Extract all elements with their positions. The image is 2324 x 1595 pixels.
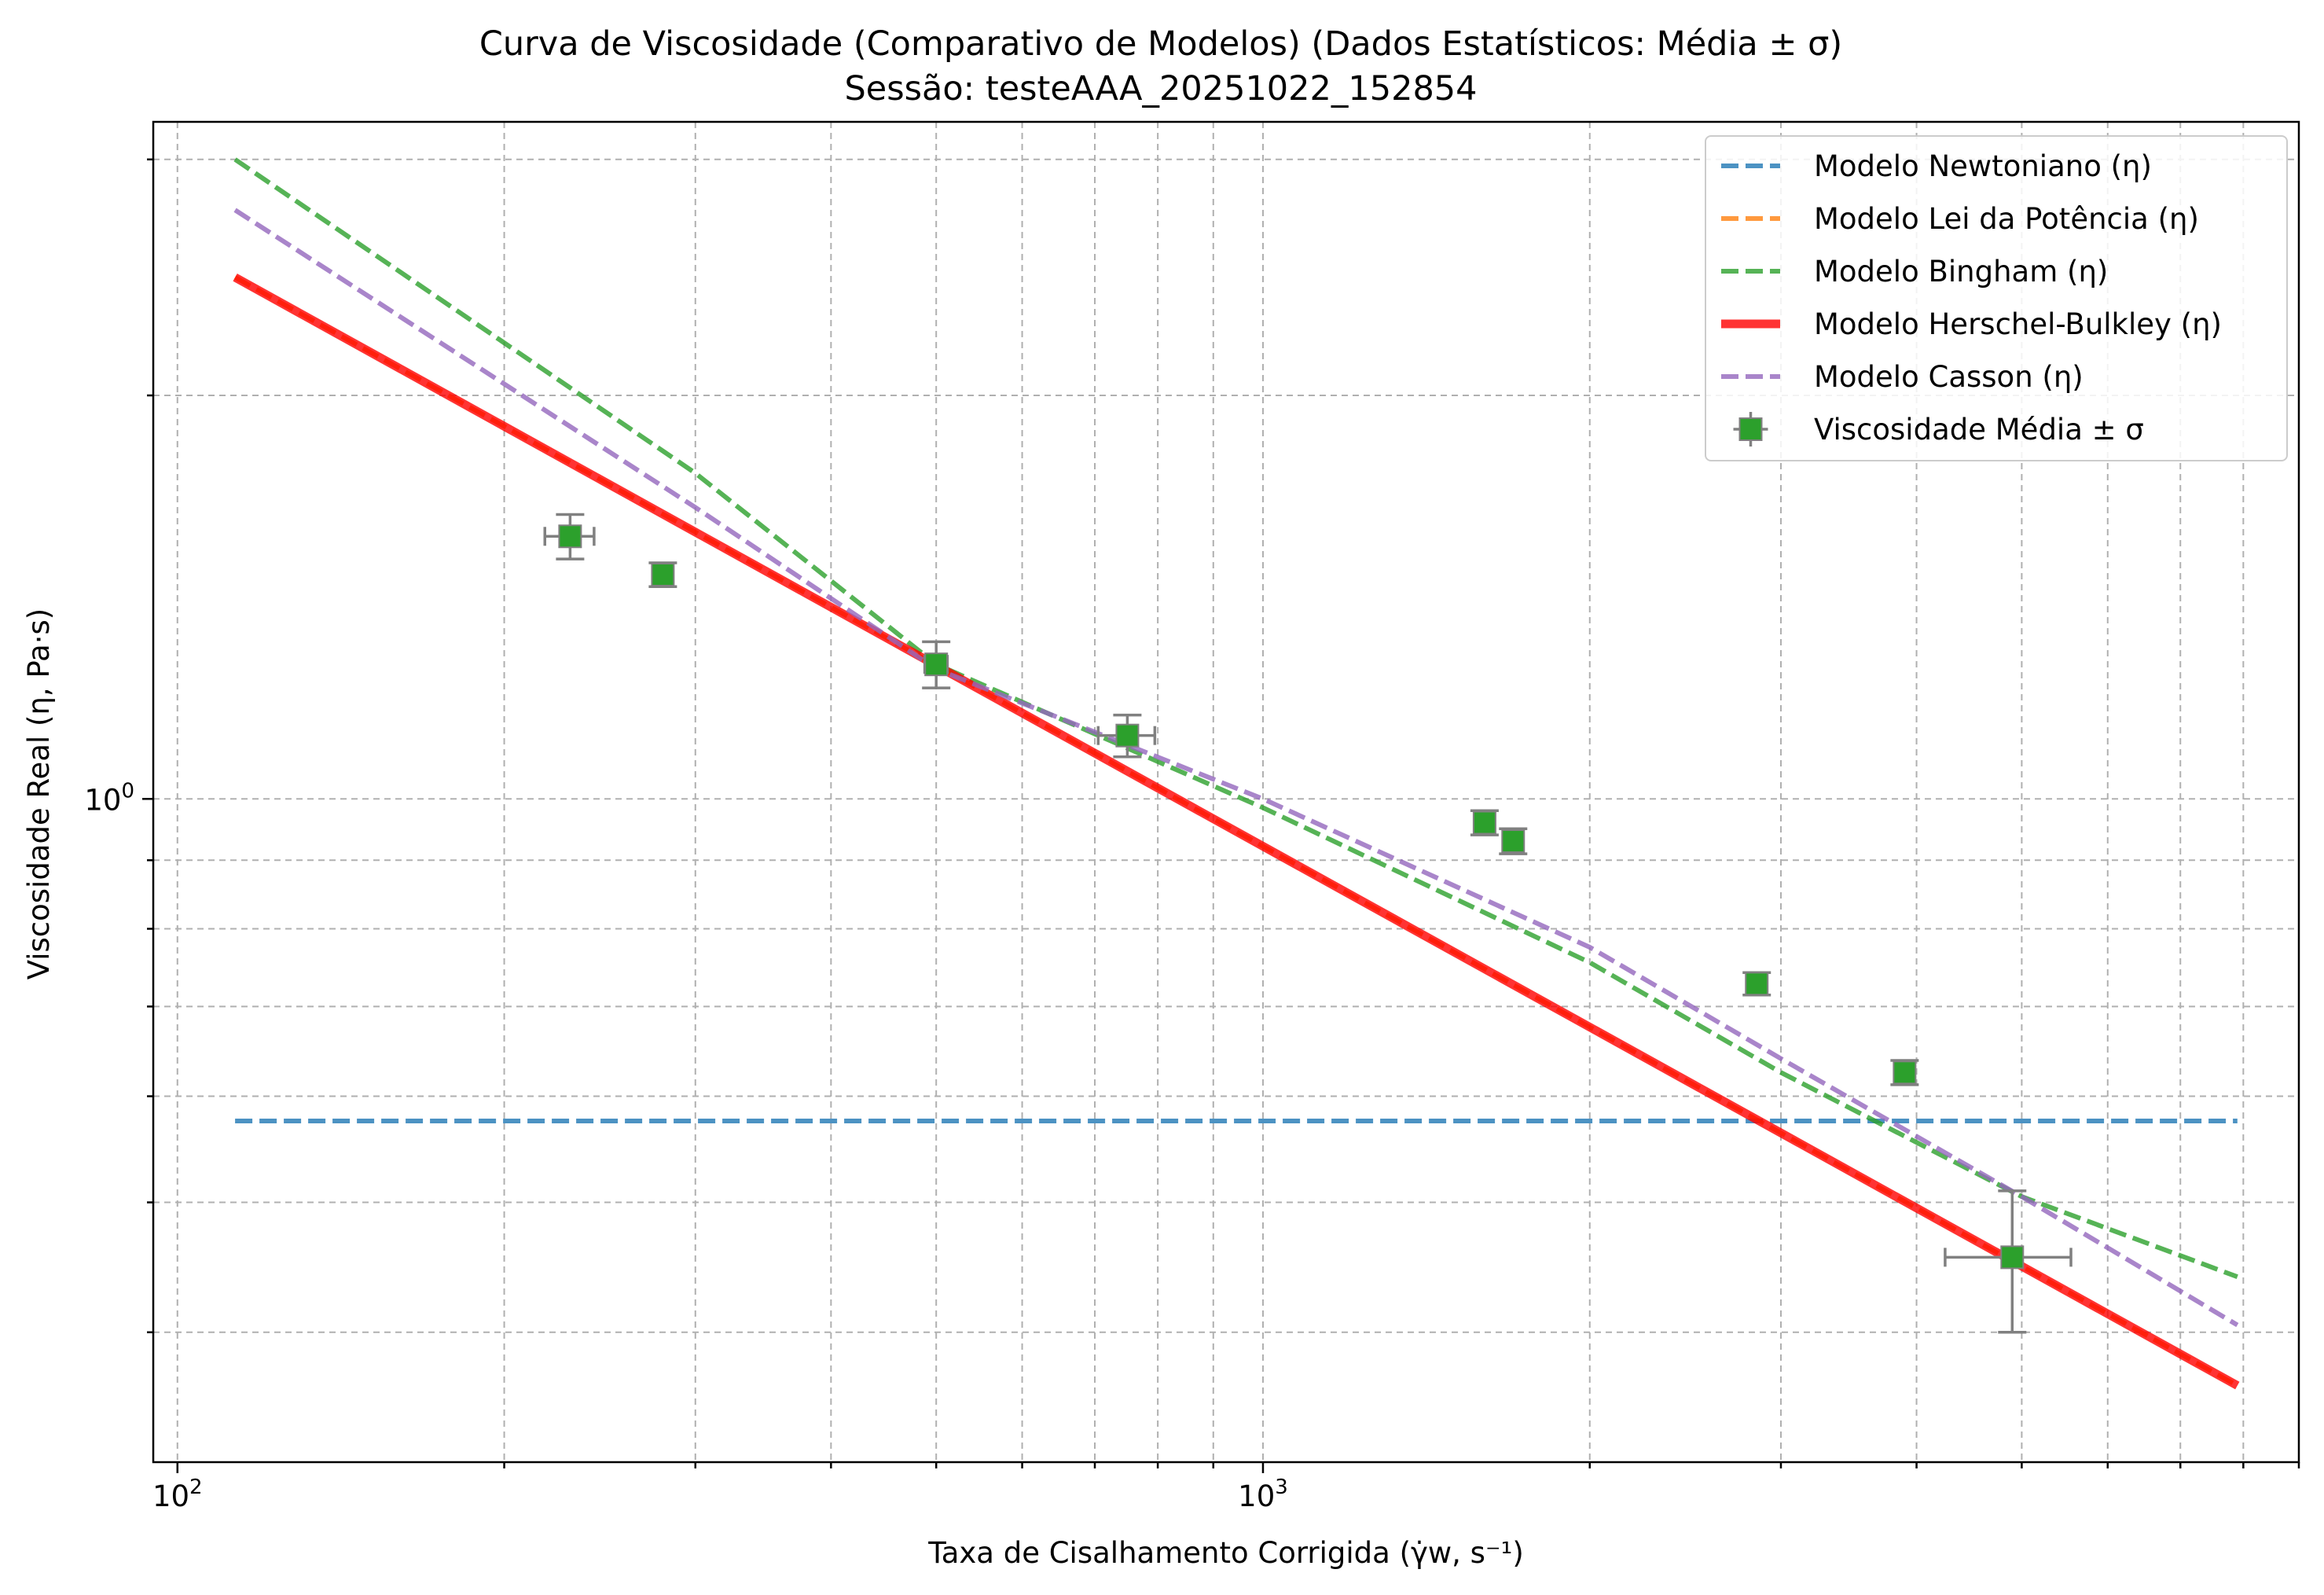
data-point-marker <box>2000 1245 2025 1270</box>
axis-ticks: 102 103 100 <box>84 158 2300 1513</box>
data-point-marker <box>924 652 949 677</box>
chart-subtitle: Sessão: testeAAA_20251022_152854 <box>844 69 1477 108</box>
y-tick-label: 100 <box>84 779 134 817</box>
legend-swatch-marker <box>1738 417 1763 441</box>
data-point-marker <box>651 563 675 587</box>
legend-label: Modelo Newtoniano (η) <box>1814 149 2152 183</box>
data-point-marker <box>1893 1060 1917 1085</box>
data-point-marker <box>1115 723 1140 748</box>
x-tick-label: 103 <box>1238 1476 1288 1513</box>
data-point-marker <box>558 524 582 549</box>
legend-label: Modelo Casson (η) <box>1814 360 2084 394</box>
data-point-marker <box>1745 972 1769 996</box>
axes-frame <box>152 120 2300 1464</box>
y-axis-label: Viscosidade Real (η, Pa·s) <box>22 608 56 980</box>
legend-label: Modelo Lei da Potência (η) <box>1814 202 2199 236</box>
data-point-marker <box>1472 810 1496 835</box>
x-tick-label: 102 <box>152 1476 203 1513</box>
data-point-marker <box>1501 829 1525 854</box>
chart-title: Curva de Viscosidade (Comparativo de Mod… <box>479 24 1842 64</box>
series-line-modelo-herschel-bulkley <box>233 273 2240 1390</box>
series-line-modelo-casson <box>233 208 2239 1328</box>
legend: Modelo Newtoniano (η) Modelo Lei da Potên… <box>1705 135 2288 461</box>
legend-label: Modelo Bingham (η) <box>1814 255 2108 288</box>
x-axis-label: Taxa de Cisalhamento Corrigida (γ̇w, s⁻¹… <box>927 1536 1524 1570</box>
series-layer <box>233 157 2240 1390</box>
legend-label: Viscosidade Média ± σ <box>1814 413 2144 447</box>
legend-box <box>1705 135 2288 461</box>
legend-label: Modelo Herschel-Bulkley (η) <box>1814 307 2222 341</box>
